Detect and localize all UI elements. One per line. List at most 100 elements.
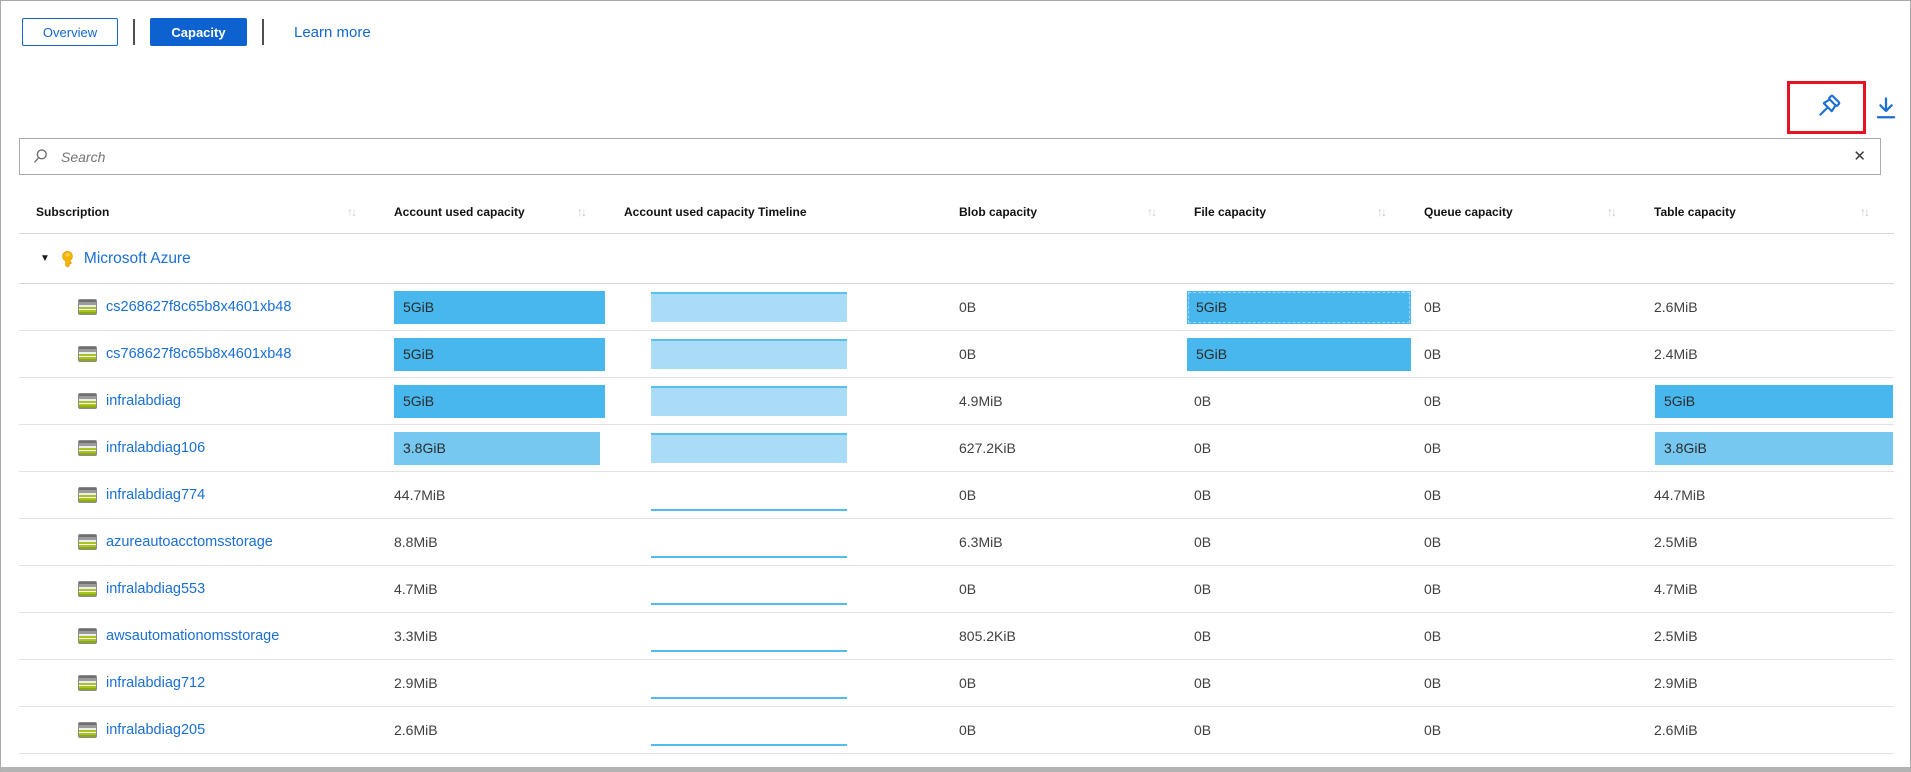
subscription-cell: cs768627f8c65b8x4601xb48 (19, 331, 381, 377)
timeline-cell (611, 425, 946, 471)
table-capacity-cell: 2.5MiB (1641, 519, 1894, 565)
column-header-subscription[interactable]: Subscription ↑↓ (36, 205, 357, 219)
file-capacity-cell: 0B (1181, 519, 1411, 565)
blob-capacity-cell: 805.2KiB (946, 613, 1181, 659)
storage-account-icon (78, 393, 97, 409)
table-row[interactable]: infralabdiag 5GiB 4.9MiB 0B 0B 5GiB (19, 378, 1894, 425)
capacity-value: 0B (1424, 393, 1442, 409)
subscription-cell: infralabdiag (19, 378, 381, 424)
sort-icon[interactable]: ↑↓ (1860, 205, 1870, 219)
table-row[interactable]: infralabdiag774 44.7MiB 0B 0B 0B 44.7MiB (19, 472, 1894, 519)
view-toggle: Overview Capacity Learn more (22, 18, 371, 46)
column-header-account-used-capacity[interactable]: Account used capacity ↑↓ (394, 205, 587, 219)
capacity-bar: 3.8GiB (1655, 431, 1893, 465)
file-capacity-cell: 0B (1181, 660, 1411, 706)
timeline-sparkline (651, 339, 847, 369)
table-capacity-cell: 2.9MiB (1641, 660, 1894, 706)
capacity-value: 3.3MiB (394, 628, 438, 644)
sort-icon[interactable]: ↑↓ (1147, 205, 1157, 219)
capacity-value: 0B (1194, 722, 1212, 738)
column-header-file-capacity[interactable]: File capacity ↑↓ (1194, 205, 1387, 219)
table-row[interactable]: azureautoacctomsstorage 8.8MiB 6.3MiB 0B 0B 2… (19, 519, 1894, 566)
blob-capacity-cell: 0B (946, 660, 1181, 706)
capacity-value: 0B (1194, 487, 1212, 503)
clear-search-icon[interactable]: ✕ (1853, 148, 1866, 165)
blob-capacity-cell: 6.3MiB (946, 519, 1181, 565)
storage-account-link[interactable]: infralabdiag (106, 393, 181, 409)
storage-account-link[interactable]: infralabdiag106 (106, 440, 206, 456)
queue-capacity-cell: 0B (1411, 472, 1641, 518)
column-header-table-capacity[interactable]: Table capacity ↑↓ (1654, 205, 1870, 219)
capacity-value: 0B (1424, 440, 1442, 456)
table-row[interactable]: awsautomationomsstorage 3.3MiB 805.2KiB 0B 0… (19, 613, 1894, 660)
capacity-value: 0B (1424, 675, 1442, 691)
download-icon[interactable] (1871, 92, 1901, 125)
sort-icon[interactable]: ↑↓ (1607, 205, 1617, 219)
learn-more-link[interactable]: Learn more (294, 23, 371, 41)
overview-button[interactable]: Overview (22, 18, 118, 46)
storage-account-link[interactable]: cs768627f8c65b8x4601xb48 (106, 346, 292, 362)
storage-account-icon (78, 581, 97, 597)
timeline-cell (611, 331, 946, 377)
capacity-value: 0B (1194, 581, 1212, 597)
queue-capacity-cell: 0B (1411, 284, 1641, 330)
storage-account-icon (78, 487, 97, 503)
table-row[interactable]: infralabdiag106 3.8GiB 627.2KiB 0B 0B 3.8GiB (19, 425, 1894, 472)
table-row[interactable]: infralabdiag553 4.7MiB 0B 0B 0B 4.7MiB (19, 566, 1894, 613)
queue-capacity-cell: 0B (1411, 566, 1641, 612)
table-capacity-cell: 44.7MiB (1641, 472, 1894, 518)
capacity-button[interactable]: Capacity (150, 18, 247, 46)
search-input[interactable] (59, 147, 1840, 166)
timeline-cell (611, 284, 946, 330)
capacity-value: 2.9MiB (1654, 675, 1698, 691)
storage-account-link[interactable]: azureautoacctomsstorage (106, 534, 273, 550)
storage-account-icon (78, 346, 97, 362)
column-header-queue-capacity[interactable]: Queue capacity ↑↓ (1424, 205, 1617, 219)
table-row[interactable]: infralabdiag205 2.6MiB 0B 0B 0B 2.6MiB (19, 707, 1894, 754)
column-header-blob-capacity[interactable]: Blob capacity ↑↓ (959, 205, 1157, 219)
storage-account-icon (78, 628, 97, 644)
capacity-value: 44.7MiB (1654, 487, 1706, 503)
blob-capacity-cell: 0B (946, 472, 1181, 518)
sort-icon[interactable]: ↑↓ (347, 205, 357, 219)
account-used-capacity-cell: 2.6MiB (381, 707, 611, 753)
sort-icon[interactable]: ↑↓ (577, 205, 587, 219)
account-used-capacity-cell: 5GiB (381, 331, 611, 377)
storage-account-link[interactable]: infralabdiag553 (106, 581, 206, 597)
capacity-value: 0B (1194, 534, 1212, 550)
timeline-cell (611, 613, 946, 659)
pin-icon[interactable] (1810, 91, 1844, 125)
capacity-value: 2.6MiB (1654, 299, 1698, 315)
timeline-sparkline (651, 556, 847, 558)
capacity-value: 0B (1424, 534, 1442, 550)
subscription-link[interactable]: Microsoft Azure (83, 249, 191, 267)
capacity-table: Subscription ↑↓ Account used capacity ↑↓… (19, 191, 1894, 754)
capacity-value: 0B (1194, 675, 1212, 691)
storage-account-link[interactable]: awsautomationomsstorage (106, 628, 280, 644)
account-used-capacity-cell: 44.7MiB (381, 472, 611, 518)
table-row[interactable]: cs268627f8c65b8x4601xb48 5GiB 0B 5GiB 0B 2.6M… (19, 284, 1894, 331)
blob-capacity-cell: 0B (946, 284, 1181, 330)
queue-capacity-cell: 0B (1411, 519, 1641, 565)
capacity-value: 0B (1424, 346, 1442, 362)
capacity-value: 6.3MiB (959, 534, 1003, 550)
storage-account-link[interactable]: infralabdiag205 (106, 722, 206, 738)
capacity-value: 44.7MiB (394, 487, 446, 503)
table-capacity-cell: 5GiB (1641, 378, 1894, 424)
table-row[interactable]: infralabdiag712 2.9MiB 0B 0B 0B 2.9MiB (19, 660, 1894, 707)
queue-capacity-cell: 0B (1411, 331, 1641, 377)
table-header: Subscription ↑↓ Account used capacity ↑↓… (19, 191, 1894, 234)
storage-account-link[interactable]: cs268627f8c65b8x4601xb48 (106, 299, 292, 315)
storage-account-icon (78, 534, 97, 550)
capacity-value: 4.9MiB (959, 393, 1003, 409)
file-capacity-cell: 0B (1181, 566, 1411, 612)
capacity-bar: 5GiB (1187, 290, 1411, 324)
capacity-bar: 3.8GiB (394, 431, 600, 465)
storage-account-link[interactable]: infralabdiag712 (106, 675, 206, 691)
collapse-chevron-icon[interactable]: ▼ (40, 253, 50, 264)
account-used-capacity-cell: 5GiB (381, 378, 611, 424)
table-capacity-cell: 4.7MiB (1641, 566, 1894, 612)
storage-account-link[interactable]: infralabdiag774 (106, 487, 206, 503)
table-row[interactable]: cs768627f8c65b8x4601xb48 5GiB 0B 5GiB 0B 2.4M… (19, 331, 1894, 378)
sort-icon[interactable]: ↑↓ (1377, 205, 1387, 219)
